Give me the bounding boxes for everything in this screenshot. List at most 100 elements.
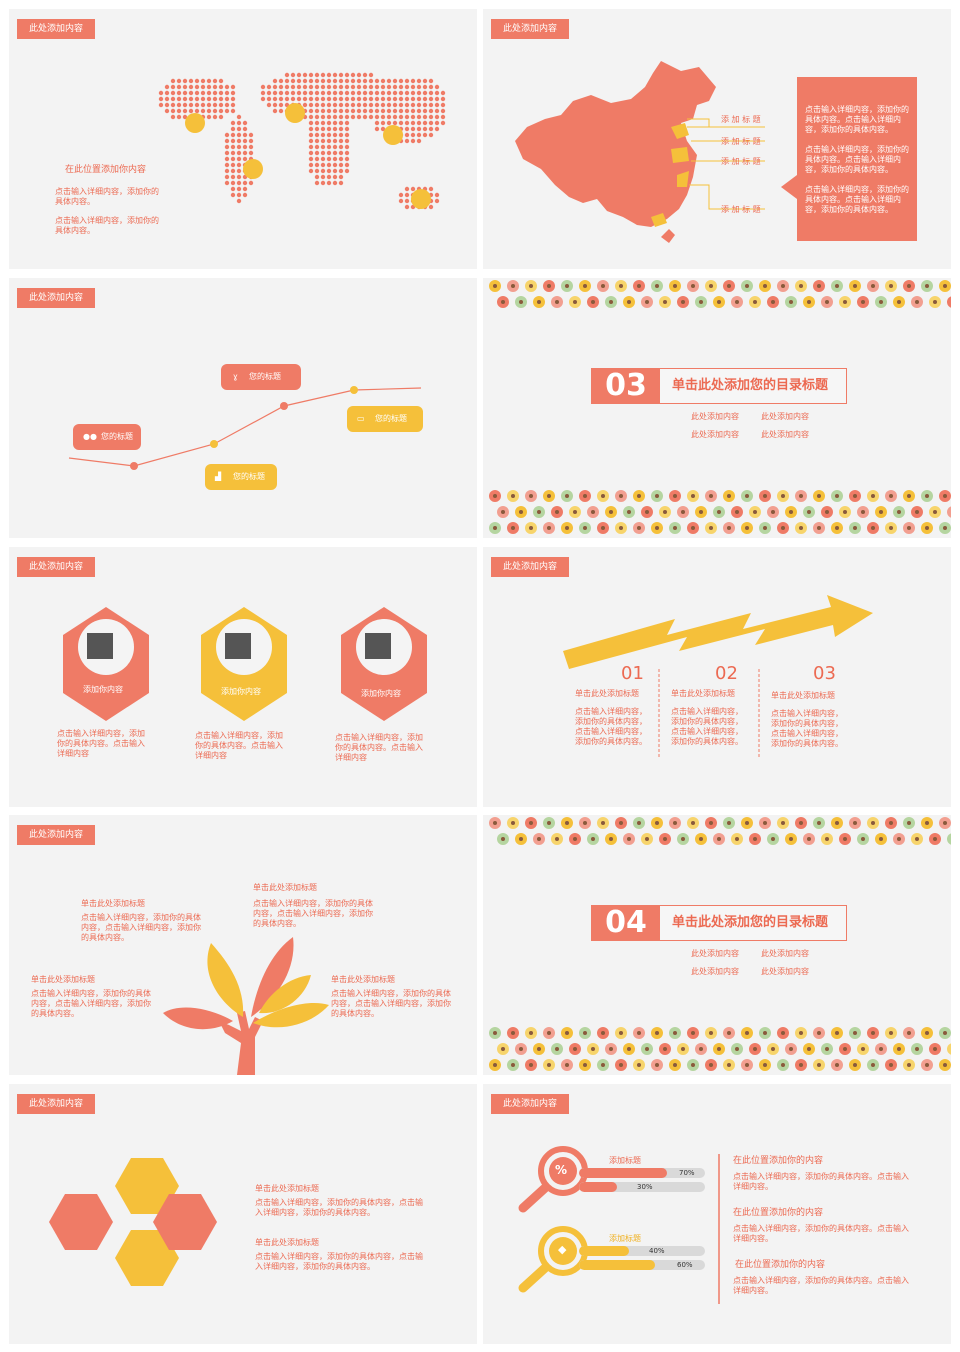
laptop-icon: ▭ — [357, 414, 365, 423]
section-number: 03 — [591, 368, 661, 404]
tree-title-1: 单击此处添加标题 — [81, 899, 145, 908]
slide-world-map: 此处添加内容 在此位置添加你内容 点击输入详细内容，添加你的具体内容。 点击输入… — [9, 9, 477, 269]
flower-border-bottom — [489, 1027, 951, 1071]
step-title-1: 单击此处添加标题 — [575, 689, 639, 698]
slide-china-map: 此处添加内容 添 加 标 题 添 加 标 题 添 加 标 题 添 加 标 题 点… — [483, 9, 951, 269]
right-heading-1: 在此位置添加你的内容 — [733, 1156, 824, 1166]
map-label-3: 添 加 标 题 — [721, 157, 761, 166]
flower-icon — [947, 506, 951, 518]
step-title-3: 单击此处添加标题 — [771, 691, 835, 700]
location-pin-icon — [411, 189, 431, 209]
bar-value-2: 30% — [637, 1183, 653, 1191]
step-number-2: 02 — [715, 663, 738, 684]
timeline-card-2: ▟ 您的标题 — [205, 464, 277, 490]
step-title-2: 单击此处添加标题 — [671, 689, 735, 698]
chart-icon: ▟ — [215, 472, 222, 481]
bar-label-1: 添加标题 — [609, 1156, 641, 1165]
location-pin-icon — [285, 103, 305, 123]
right-text-1: 点击输入详细内容，添加你的具体内容。点击输入详细内容。 — [733, 1172, 909, 1191]
hex-text-1: 点击输入详细内容，添加你的具体内容。点击输入详细内容 — [57, 729, 145, 758]
slide-magnifier: 此处添加内容 % ◆ 添加标题 70% 30% 添加标题 40% 60% 在此位… — [483, 1084, 951, 1344]
slide-honeycomb: 此处添加内容 单击此处添加标题 点击输入详细内容，添加你的具体内容，点击输入详细… — [9, 1084, 477, 1344]
bar-fill-1 — [579, 1168, 668, 1178]
flower-border-bottom — [489, 490, 951, 534]
tree-text-2: 点击输入详细内容，添加你的具体内容，点击输入详细内容，添加你的具体内容。 — [253, 899, 373, 928]
card-title: 您的标题 — [233, 472, 265, 481]
map-label-4: 添 加 标 题 — [721, 205, 761, 214]
tree-hand-graphic — [163, 937, 329, 1075]
right-heading-2: 在此位置添加你的内容 — [733, 1208, 824, 1218]
bar-fill-2 — [579, 1182, 617, 1192]
bar-fill-4 — [579, 1260, 655, 1270]
bar-track-1 — [579, 1168, 705, 1178]
tree-title-2: 单击此处添加标题 — [253, 883, 317, 892]
people-icon: ●● — [83, 432, 97, 441]
flower-icon — [947, 296, 951, 308]
step-number-3: 03 — [813, 663, 836, 684]
flower-icon — [947, 833, 951, 845]
slide-section-04: 04 单击此处添加您的目录标题 此处添加内容 此处添加内容 此处添加内容 此处添… — [483, 815, 951, 1075]
right-text-2: 点击输入详细内容，添加你的具体内容。点击输入详细内容。 — [733, 1224, 909, 1243]
tree-text-3: 点击输入详细内容，添加你的具体内容，点击输入详细内容，添加你的具体内容。 — [31, 989, 151, 1018]
magnifier-graphics — [518, 1146, 720, 1304]
timeline-card-1: ●● 您的标题 — [73, 424, 141, 450]
location-pin-icon — [243, 159, 263, 179]
flower-border-top — [489, 817, 951, 845]
info-box — [797, 77, 917, 241]
bar-value-1: 70% — [679, 1169, 695, 1177]
right-heading-3: 在此位置添加你的内容 — [735, 1260, 826, 1270]
hex-label-1: 添加你内容 — [83, 685, 123, 694]
slide-tag: 此处添加内容 — [17, 557, 95, 577]
section-item-3: 此处添加内容 — [691, 967, 739, 976]
section-item-1: 此处添加内容 — [691, 412, 739, 421]
bar-value-4: 60% — [677, 1261, 693, 1269]
content-text-1: 点击输入详细内容，添加你的具体内容。 — [55, 187, 159, 206]
flower-border-top — [489, 280, 951, 308]
slide-tag: 此处添加内容 — [17, 288, 95, 308]
location-pin-icon — [383, 125, 403, 145]
section-number: 04 — [591, 905, 661, 941]
slide-timeline: 此处添加内容 ●● 您的标题 ▟ 您的标题 ɣ 您的标题 ▭ 您的标题 — [9, 278, 477, 538]
section-item-2: 此处添加内容 — [761, 949, 809, 958]
section-item-3: 此处添加内容 — [691, 430, 739, 439]
honey-text-2: 点击输入详细内容，添加你的具体内容，点击输入详细内容，添加你的具体内容。 — [255, 1252, 423, 1271]
china-map — [515, 61, 716, 243]
card-title: 您的标题 — [249, 372, 281, 381]
card-title: 您的标题 — [375, 414, 407, 423]
content-text-2: 点击输入详细内容，添加你的具体内容。 — [55, 216, 159, 235]
card-title: 您的标题 — [101, 432, 133, 441]
slide-section-03: 03 单击此处添加您的目录标题 此处添加内容 此处添加内容 此处添加内容 此处添… — [483, 278, 951, 538]
slide-tag: 此处添加内容 — [17, 1094, 95, 1114]
tree-text-4: 点击输入详细内容，添加你的具体内容，点击输入详细内容，添加你的具体内容。 — [331, 989, 451, 1018]
bar-track-4 — [579, 1260, 705, 1270]
hex-card-3 — [341, 607, 427, 721]
timeline-card-4: ▭ 您的标题 — [347, 406, 423, 432]
slide-tag: 此处添加内容 — [491, 1094, 569, 1114]
section-title: 单击此处添加您的目录标题 — [659, 905, 847, 941]
flower-icon — [947, 1043, 951, 1055]
hex-card-1 — [63, 607, 149, 721]
honey-title-2: 单击此处添加标题 — [255, 1238, 319, 1247]
info-text-3: 点击输入详细内容，添加你的具体内容。点击输入详细内容，添加你的具体内容。 — [805, 185, 909, 214]
hex-text-2: 点击输入详细内容，添加你的具体内容。点击输入详细内容 — [195, 731, 283, 760]
step-number-1: 01 — [621, 663, 644, 684]
slide-hex-cards: 此处添加内容 添加你内容 添加你内容 添加你内容 点击输入详细内容，添加你的具体… — [9, 547, 477, 807]
section-item-2: 此处添加内容 — [761, 412, 809, 421]
section-title: 单击此处添加您的目录标题 — [659, 368, 847, 404]
tree-text-1: 点击输入详细内容，添加你的具体内容，点击输入详细内容，添加你的具体内容。 — [81, 913, 201, 942]
tree-title-3: 单击此处添加标题 — [31, 975, 95, 984]
bar-value-3: 40% — [649, 1247, 665, 1255]
slide-tag: 此处添加内容 — [17, 825, 95, 845]
branch-icon: ɣ — [233, 372, 238, 381]
honey-title-1: 单击此处添加标题 — [255, 1184, 319, 1193]
search-percent-icon: % — [555, 1163, 568, 1177]
step-text-2: 点击输入详细内容，添加你的具体内容，点击输入详细内容，添加你的具体内容。 — [671, 707, 743, 746]
world-map-dots — [158, 72, 446, 210]
hex-card-2 — [201, 607, 287, 721]
timeline-card-3: ɣ 您的标题 — [221, 364, 301, 390]
section-item-4: 此处添加内容 — [761, 967, 809, 976]
section-item-4: 此处添加内容 — [761, 430, 809, 439]
location-pin-icon — [185, 113, 205, 133]
honey-text-1: 点击输入详细内容，添加你的具体内容，点击输入详细内容，添加你的具体内容。 — [255, 1198, 423, 1217]
section-item-1: 此处添加内容 — [691, 949, 739, 958]
